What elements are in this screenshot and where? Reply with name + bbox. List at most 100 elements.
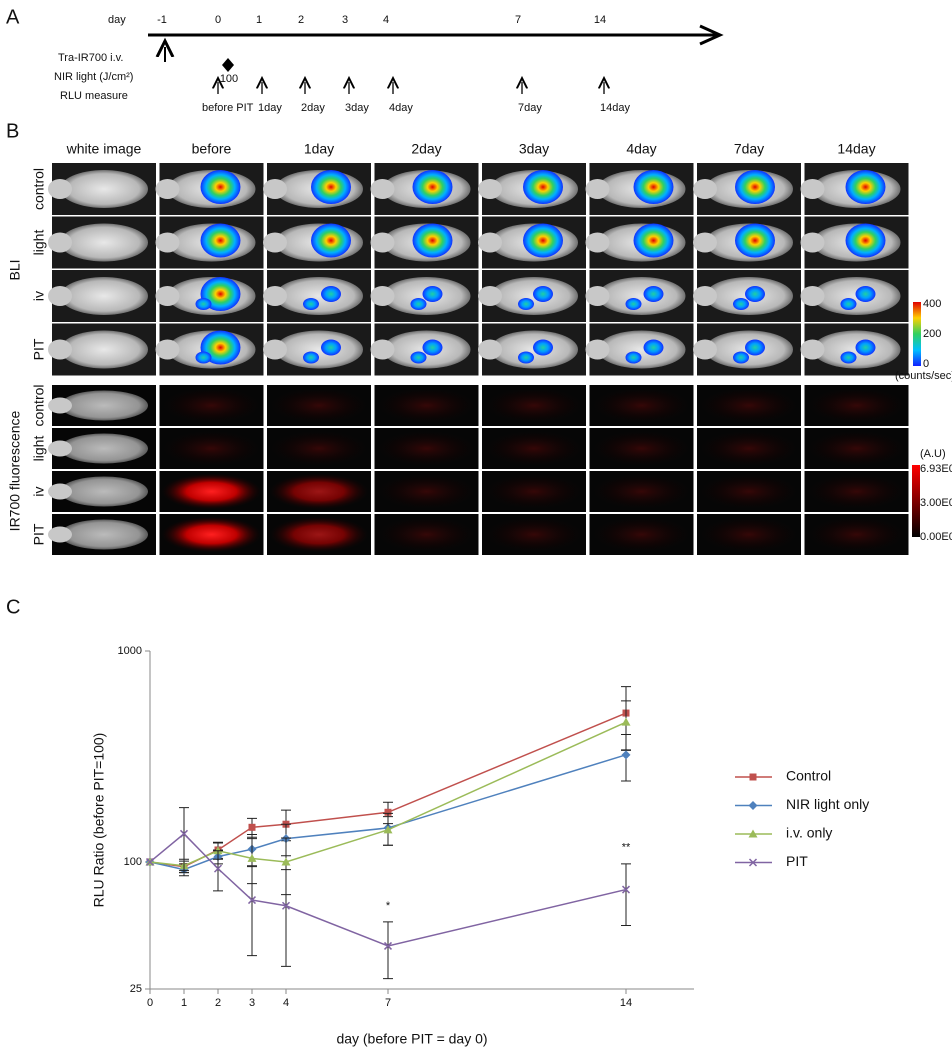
mouse-head <box>800 232 825 253</box>
fluorescence <box>591 516 692 553</box>
column-header: 2day <box>411 141 441 157</box>
fluorescence <box>484 430 584 467</box>
error-bar <box>213 850 223 892</box>
timeline-arrowhead <box>699 24 724 46</box>
fluorescence <box>376 387 477 424</box>
y-tick-label: 100 <box>124 856 142 868</box>
row-label: control <box>31 168 47 210</box>
signal <box>195 298 212 310</box>
signal <box>321 286 341 302</box>
mouse-head <box>155 232 180 253</box>
mouse-head <box>48 232 72 253</box>
day-label: 3 <box>342 14 348 26</box>
signal <box>303 351 319 364</box>
signal <box>422 286 443 302</box>
signal <box>735 223 775 258</box>
mouse-head <box>263 339 287 360</box>
fluorescence <box>269 516 369 553</box>
signal <box>200 170 241 204</box>
error-bar <box>621 863 631 926</box>
colorbar-unit: (counts/sec) <box>895 370 952 382</box>
legend-label: PIT <box>786 853 808 869</box>
fluorescence <box>699 430 799 467</box>
row-label: iv <box>31 486 47 496</box>
column-header: before <box>192 141 232 157</box>
mouse-head <box>48 286 72 306</box>
colorbar <box>912 465 920 537</box>
measure-label: 7day <box>518 102 542 114</box>
fluorescence <box>161 430 262 467</box>
error-bar <box>179 807 189 872</box>
marker <box>281 901 291 910</box>
fluorescence <box>806 387 907 424</box>
x-tick-label: 1 <box>181 997 187 1009</box>
signal <box>855 286 876 302</box>
fluorescence <box>376 473 477 510</box>
mouse <box>597 330 686 369</box>
signal <box>422 339 443 356</box>
signal <box>518 351 534 364</box>
day-label: 14 <box>594 14 606 26</box>
panel-label: B <box>6 120 19 142</box>
column-header: 3day <box>519 141 549 157</box>
annotation: * <box>386 900 391 912</box>
mouse <box>60 390 148 421</box>
marker <box>213 864 223 873</box>
signal <box>410 351 427 364</box>
timeline-label: day <box>108 14 126 26</box>
mouse-head <box>155 286 180 306</box>
marker <box>179 829 189 838</box>
legend-label: Control <box>786 768 831 784</box>
x-tick-label: 0 <box>147 997 153 1009</box>
signal <box>845 223 886 258</box>
x-axis-title: day (before PIT = day 0) <box>336 1031 487 1047</box>
marker <box>621 750 631 760</box>
mouse-head <box>48 483 72 500</box>
marker <box>621 885 631 894</box>
diamond <box>222 58 234 72</box>
fluorescence <box>591 473 692 510</box>
signal <box>518 298 534 310</box>
mouse-head <box>478 179 502 199</box>
mouse-head <box>800 286 825 306</box>
fluorescence <box>806 516 907 553</box>
signal <box>643 339 664 356</box>
signal <box>745 339 765 356</box>
group-label: IR700 fluorescence <box>7 410 23 531</box>
marker <box>383 825 393 834</box>
column-header: 7day <box>734 141 764 157</box>
signal <box>643 286 664 302</box>
measure-label: 3day <box>345 102 369 114</box>
mouse-head <box>48 440 72 457</box>
x-tick-label: 7 <box>385 997 391 1009</box>
mouse-head <box>370 339 395 360</box>
mouse-head <box>263 232 287 253</box>
panel-label: A <box>6 6 20 28</box>
row-label: PIT <box>31 338 47 360</box>
measure-label: before PIT <box>202 102 254 114</box>
fluorescence <box>699 473 799 510</box>
signal <box>311 170 351 204</box>
error-bar <box>247 865 257 957</box>
signal <box>625 351 642 364</box>
day-label: -1 <box>157 14 167 26</box>
error-bar <box>383 921 393 980</box>
mouse <box>60 476 148 507</box>
signal <box>412 223 453 258</box>
mouse <box>60 223 148 262</box>
day-label: 0 <box>215 14 221 26</box>
mouse-head <box>478 286 502 306</box>
marker <box>384 808 392 816</box>
signal <box>845 170 886 204</box>
mouse-head <box>800 179 825 199</box>
legend-label: i.v. only <box>786 825 832 841</box>
fluorescence <box>484 516 584 553</box>
mouse <box>275 330 363 369</box>
mouse-head <box>585 286 610 306</box>
measure-label: 4day <box>389 102 413 114</box>
signal <box>533 339 553 356</box>
mouse <box>275 277 363 315</box>
day-label: 2 <box>298 14 304 26</box>
measure-label: 1day <box>258 102 282 114</box>
